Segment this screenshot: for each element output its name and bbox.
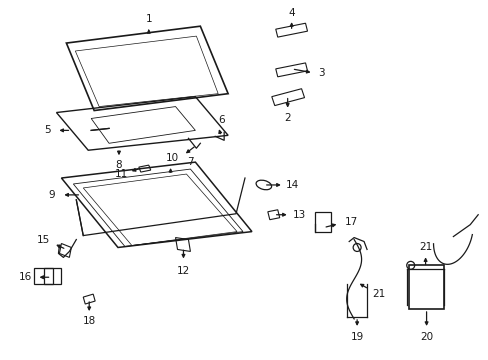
Text: 1: 1 (145, 14, 152, 24)
Text: 18: 18 (82, 316, 96, 326)
Text: 13: 13 (292, 210, 305, 220)
Text: 20: 20 (419, 332, 432, 342)
Text: 15: 15 (37, 234, 50, 244)
Text: 11: 11 (114, 169, 127, 179)
Text: 2: 2 (284, 113, 290, 123)
Text: 16: 16 (19, 272, 32, 282)
Text: 5: 5 (44, 125, 51, 135)
Text: 14: 14 (285, 180, 299, 190)
Text: 10: 10 (165, 153, 179, 163)
Text: 4: 4 (288, 8, 294, 18)
Text: 19: 19 (350, 332, 363, 342)
Text: 12: 12 (177, 266, 190, 276)
Text: 21: 21 (371, 289, 385, 299)
Bar (408, 265, 444, 309)
Text: 7: 7 (187, 157, 193, 167)
Text: 6: 6 (218, 116, 224, 126)
Text: 3: 3 (317, 68, 324, 78)
Bar (34, 268, 61, 284)
Text: 8: 8 (116, 160, 122, 170)
Bar (315, 212, 331, 231)
Text: 21: 21 (418, 243, 431, 252)
Text: 17: 17 (344, 217, 357, 227)
Text: 9: 9 (48, 190, 55, 200)
Bar (43, 268, 53, 284)
